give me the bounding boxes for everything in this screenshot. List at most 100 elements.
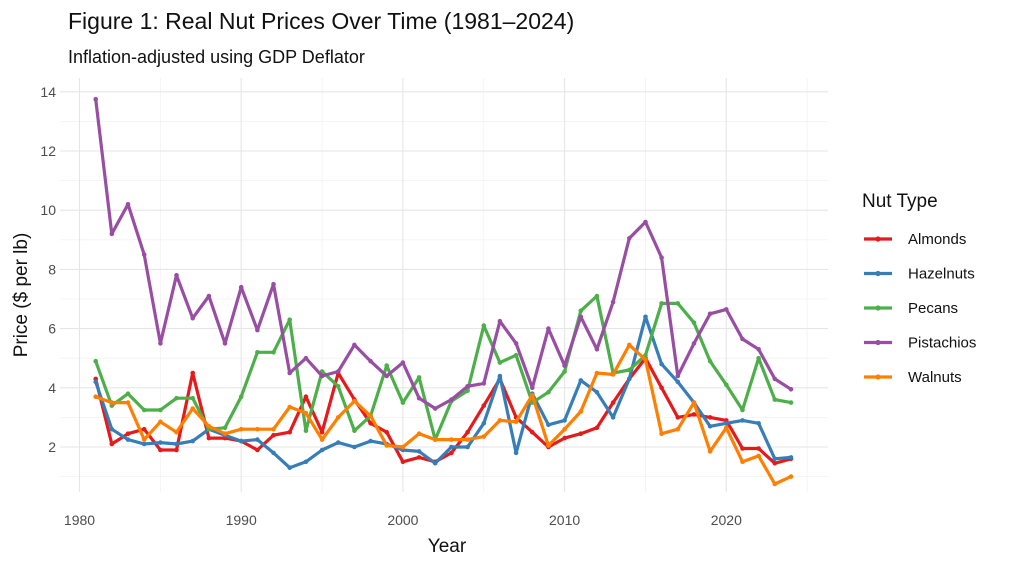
data-point-walnuts bbox=[578, 409, 584, 414]
legend-label-almonds: Almonds bbox=[908, 231, 966, 248]
data-point-pistachios bbox=[109, 231, 115, 237]
data-point-walnuts bbox=[772, 481, 778, 487]
data-point-pistachios bbox=[562, 363, 567, 368]
data-point-walnuts bbox=[675, 426, 681, 432]
data-point-almonds bbox=[449, 450, 454, 456]
data-point-hazelnuts bbox=[416, 449, 422, 454]
data-point-pistachios bbox=[125, 202, 131, 207]
data-point-walnuts bbox=[788, 474, 794, 479]
data-point-pistachios bbox=[756, 347, 761, 352]
data-point-hazelnuts bbox=[659, 361, 664, 367]
data-point-hazelnuts bbox=[287, 465, 293, 471]
data-point-hazelnuts bbox=[255, 437, 260, 442]
data-point-almonds bbox=[319, 429, 325, 435]
data-point-almonds bbox=[206, 435, 212, 441]
data-point-hazelnuts bbox=[238, 438, 244, 444]
data-point-pecans bbox=[400, 400, 406, 405]
data-point-walnuts bbox=[432, 437, 438, 442]
data-point-pistachios bbox=[255, 327, 260, 333]
data-point-pecans bbox=[643, 352, 648, 358]
data-point-almonds bbox=[772, 461, 778, 466]
legend-label-pistachios: Pistachios bbox=[908, 335, 976, 352]
data-point-pistachios bbox=[432, 406, 438, 411]
data-point-pistachios bbox=[659, 255, 664, 260]
data-point-hazelnuts bbox=[352, 444, 357, 450]
data-point-almonds bbox=[158, 447, 163, 453]
data-point-pecans bbox=[756, 355, 761, 361]
data-point-hazelnuts bbox=[432, 461, 438, 466]
data-point-pistachios bbox=[578, 314, 584, 320]
y-axis: 2 4 6 8 10 12 14 bbox=[40, 84, 56, 455]
data-point-walnuts bbox=[546, 443, 551, 448]
data-point-pecans bbox=[659, 301, 664, 306]
data-point-walnuts bbox=[319, 437, 325, 442]
data-point-walnuts bbox=[109, 400, 115, 405]
legend-swatch-point bbox=[875, 374, 881, 380]
data-point-almonds bbox=[691, 412, 697, 417]
legend-label-hazelnuts: Hazelnuts bbox=[908, 266, 975, 283]
x-axis-title: Year bbox=[428, 536, 467, 557]
data-point-almonds bbox=[125, 431, 131, 437]
data-point-walnuts bbox=[271, 426, 276, 432]
data-point-hazelnuts bbox=[141, 441, 147, 447]
data-point-pecans bbox=[352, 428, 357, 434]
data-point-pecans bbox=[174, 395, 179, 401]
data-point-hazelnuts bbox=[497, 373, 503, 379]
data-point-hazelnuts bbox=[562, 418, 567, 423]
data-point-walnuts bbox=[627, 342, 632, 348]
data-point-pecans bbox=[497, 360, 503, 365]
data-point-pistachios bbox=[206, 293, 212, 299]
series-line-pistachios bbox=[94, 97, 793, 411]
data-point-pistachios bbox=[400, 360, 406, 365]
data-point-walnuts bbox=[481, 434, 487, 439]
data-point-walnuts bbox=[206, 424, 212, 429]
data-point-walnuts bbox=[303, 410, 309, 416]
data-point-hazelnuts bbox=[627, 376, 632, 382]
x-tick-label: 2000 bbox=[387, 512, 418, 528]
data-point-almonds bbox=[562, 435, 567, 441]
legend-label-walnuts: Walnuts bbox=[908, 369, 962, 386]
data-point-almonds bbox=[287, 429, 293, 435]
data-point-hazelnuts bbox=[303, 459, 309, 465]
series-group bbox=[93, 96, 794, 487]
data-point-pecans bbox=[125, 391, 131, 397]
data-point-walnuts bbox=[740, 459, 745, 465]
data-point-walnuts bbox=[141, 437, 147, 442]
data-point-pistachios bbox=[788, 387, 794, 392]
data-point-hazelnuts bbox=[481, 421, 487, 426]
x-tick-label: 2020 bbox=[711, 512, 742, 528]
data-point-hazelnuts bbox=[109, 426, 115, 432]
data-point-pistachios bbox=[627, 236, 632, 241]
data-point-almonds bbox=[368, 421, 373, 426]
data-point-walnuts bbox=[335, 415, 341, 420]
x-tick-label: 1980 bbox=[64, 512, 95, 528]
data-point-pistachios bbox=[594, 347, 600, 352]
data-point-hazelnuts bbox=[158, 440, 163, 445]
data-point-pecans bbox=[465, 388, 470, 394]
series-pecans bbox=[93, 293, 794, 442]
data-point-pistachios bbox=[335, 369, 341, 374]
data-point-pecans bbox=[335, 384, 341, 389]
data-point-pecans bbox=[481, 323, 487, 328]
data-point-pistachios bbox=[416, 395, 422, 401]
data-point-hazelnuts bbox=[546, 422, 551, 428]
data-point-walnuts bbox=[513, 419, 519, 425]
data-point-pecans bbox=[141, 407, 147, 413]
data-point-pistachios bbox=[465, 384, 470, 389]
data-point-almonds bbox=[384, 429, 390, 435]
data-point-pistachios bbox=[497, 318, 503, 324]
chart-subtitle: Inflation-adjusted using GDP Deflator bbox=[68, 47, 365, 67]
data-point-pistachios bbox=[271, 281, 276, 287]
data-point-walnuts bbox=[287, 404, 293, 410]
data-point-pistachios bbox=[643, 219, 648, 225]
y-tick-label: 12 bbox=[40, 143, 56, 159]
data-point-hazelnuts bbox=[190, 438, 195, 444]
data-point-walnuts bbox=[352, 398, 357, 404]
data-point-pecans bbox=[724, 382, 729, 388]
data-point-pecans bbox=[190, 395, 195, 401]
y-tick-label: 14 bbox=[40, 84, 56, 100]
data-point-hazelnuts bbox=[788, 455, 794, 460]
data-point-pecans bbox=[546, 389, 551, 395]
data-point-pistachios bbox=[384, 373, 390, 379]
data-point-pistachios bbox=[222, 341, 228, 346]
